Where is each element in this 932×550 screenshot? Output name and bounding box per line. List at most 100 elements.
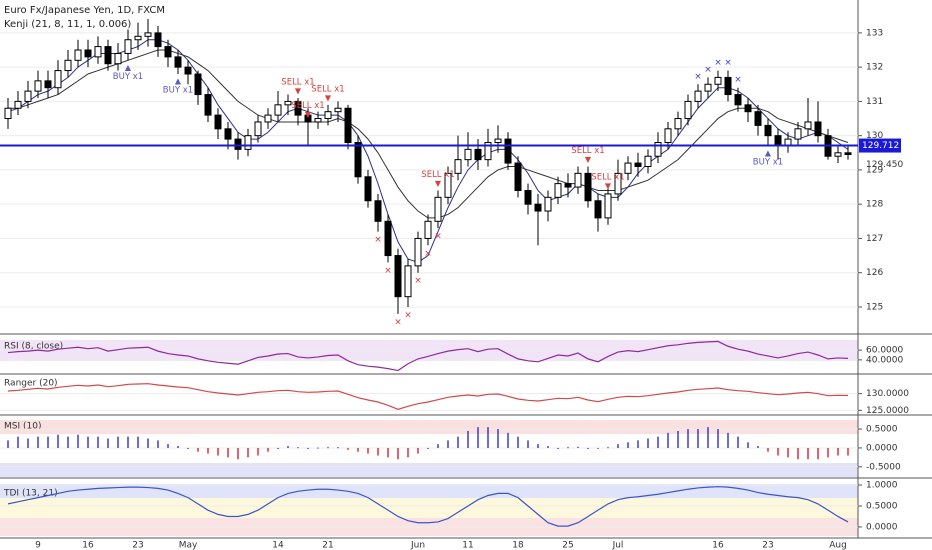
candle-body <box>454 159 462 174</box>
candle-body <box>64 59 72 72</box>
candle-body <box>164 46 172 58</box>
candle-body <box>314 118 322 123</box>
msi-bar <box>77 434 79 448</box>
chart-title: Euro Fx/Japanese Yen, 1D, FXCM <box>4 5 165 16</box>
candle-body <box>54 70 62 89</box>
y-tick-label: 130.0000 <box>866 389 909 399</box>
candle-body <box>84 49 92 58</box>
candle-body <box>404 265 412 298</box>
msi-bar <box>487 427 489 448</box>
candle-body <box>724 76 732 96</box>
candle-body <box>674 118 682 130</box>
candle-body <box>284 100 292 106</box>
signal-arrow: ▲ <box>125 63 132 72</box>
y-tick-label: 40.0000 <box>866 355 903 365</box>
candle-body <box>644 155 652 168</box>
msi-bar <box>607 447 609 449</box>
msi-bar <box>377 447 379 456</box>
y-tick-label: -0.5000 <box>866 462 901 472</box>
candle-body <box>244 135 252 150</box>
msi-bar <box>157 440 159 448</box>
msi-bar <box>437 444 439 448</box>
msi-bar <box>237 447 239 460</box>
msi-bar <box>397 447 399 460</box>
msi-bar <box>667 432 669 448</box>
candle-body <box>614 172 622 195</box>
msi-bar <box>797 447 799 460</box>
msi-bar <box>507 432 509 448</box>
x-tick-label: 21 <box>322 541 333 550</box>
ranger-line <box>7 383 849 410</box>
msi-bar <box>737 436 739 448</box>
y-tick-label: 60.0000 <box>866 346 903 356</box>
candle-body <box>134 35 142 41</box>
msi-bar <box>717 429 719 448</box>
msi-bar <box>227 447 229 458</box>
y-tick-label: 130 <box>866 131 883 141</box>
msi-bar <box>547 446 549 448</box>
candle-body <box>154 32 162 48</box>
msi-bar <box>347 447 349 450</box>
y-tick-label: 0.0000 <box>866 443 898 453</box>
candle-body <box>94 46 102 58</box>
signal-label: BUY x1 <box>163 86 193 96</box>
signal-marker: × <box>424 249 432 259</box>
candle-body <box>254 121 262 137</box>
y-tick-label: 1.0000 <box>866 481 898 491</box>
candle-body <box>394 255 402 298</box>
msi-bar <box>147 438 149 448</box>
candle-body <box>104 46 112 65</box>
msi-bar <box>817 447 819 460</box>
signal-marker: × <box>374 235 382 245</box>
msi-bar <box>287 446 289 448</box>
msi-bar <box>457 436 459 448</box>
candle-body <box>504 138 512 164</box>
msi-bar <box>537 444 539 448</box>
msi-bar <box>247 447 249 458</box>
candle-body <box>494 138 502 144</box>
candle-body <box>234 138 242 150</box>
candle-body <box>334 107 342 113</box>
x-tick-label: May <box>179 541 198 550</box>
candle-body <box>774 135 782 147</box>
signal-arrow: ▼ <box>605 182 612 191</box>
candle-body <box>624 162 632 174</box>
signal-label: SELL x1 <box>591 173 624 183</box>
msi-upper-band <box>0 420 858 434</box>
msi-bar <box>47 436 49 448</box>
candle-body <box>274 104 282 116</box>
signal-arrow: ▼ <box>305 110 312 119</box>
candle-body <box>764 124 772 137</box>
candle-body <box>804 121 812 130</box>
msi-bar <box>337 447 339 449</box>
candle-body <box>74 49 82 61</box>
msi-bar <box>527 440 529 448</box>
candle-body <box>544 196 552 212</box>
msi-bar <box>7 440 9 448</box>
msi-bar <box>807 447 809 460</box>
msi-bar <box>727 432 729 448</box>
candle-body <box>384 220 392 257</box>
msi-bar <box>517 436 519 448</box>
msi-bar <box>847 447 849 456</box>
candle-body <box>264 114 272 123</box>
candle-body <box>754 111 762 126</box>
msi-bar <box>577 446 579 448</box>
candle-body <box>184 66 192 75</box>
signal-arrow: ▼ <box>585 155 592 164</box>
msi-bar <box>27 438 29 448</box>
signal-marker: × <box>734 75 742 85</box>
signal-marker: × <box>404 310 412 320</box>
msi-bar <box>137 436 139 448</box>
x-tick-label: 18 <box>512 541 524 550</box>
panel-title: RSI (8, close) <box>4 342 63 352</box>
candle-body <box>324 111 332 120</box>
candle-body <box>344 107 352 144</box>
msi-bar <box>587 447 589 449</box>
signal-marker: × <box>724 58 732 68</box>
candle-body <box>534 203 542 212</box>
indicator-line <box>7 486 849 527</box>
msi-bar <box>357 447 359 452</box>
tdi-upper-band <box>0 484 858 498</box>
indicator-line <box>7 340 849 372</box>
